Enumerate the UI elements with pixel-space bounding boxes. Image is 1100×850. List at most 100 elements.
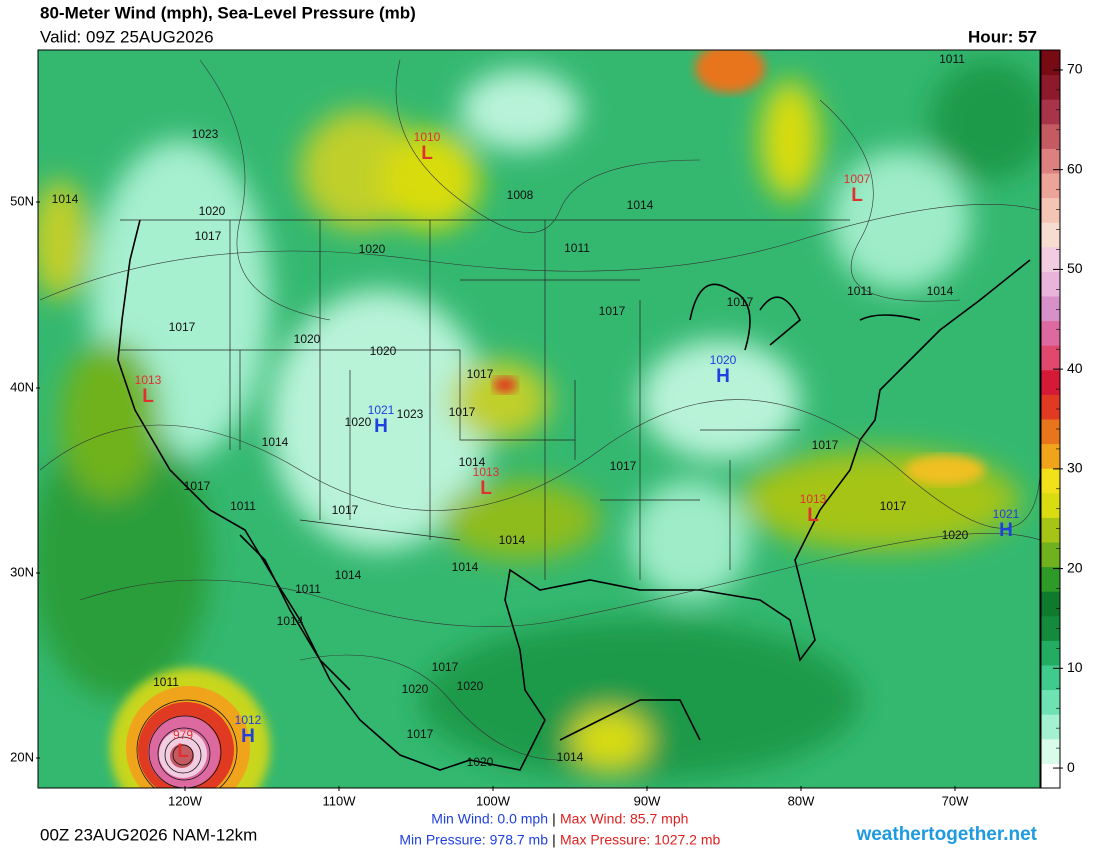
colorbar-tick-label: 30 xyxy=(1067,460,1083,476)
isobar-label: 1014 xyxy=(335,568,362,582)
pressure-center-value: 1012 xyxy=(235,713,262,727)
isobar-label: 1020 xyxy=(402,682,429,696)
colorbar-band xyxy=(1041,271,1060,297)
isobar-label: 1011 xyxy=(230,499,256,513)
pressure-center-letter: H xyxy=(716,366,730,387)
lon-label: 90W xyxy=(634,793,661,808)
lon-label: 110W xyxy=(323,793,357,808)
isobar-label: 1020 xyxy=(345,415,372,429)
colorbar-tick-label: 60 xyxy=(1067,160,1083,176)
isobar-label: 1014 xyxy=(277,614,304,628)
isobar-label: 1017 xyxy=(467,367,494,381)
pressure-center-value: 1021 xyxy=(993,507,1020,521)
lat-label: 40N xyxy=(10,379,34,394)
colorbar-frame xyxy=(1040,49,1061,789)
isobar-label: 1017 xyxy=(432,660,459,674)
isobar-label: 1017 xyxy=(184,479,211,493)
lon-label: 100W xyxy=(476,793,511,808)
max-wind: Max Wind: 85.7 mph xyxy=(560,811,688,827)
colorbar-band xyxy=(1041,148,1060,174)
isobar-label: 1017 xyxy=(449,405,476,419)
pressure-center-letter: H xyxy=(241,726,255,747)
colorbar-band xyxy=(1041,345,1060,371)
colorbar-tick-label: 50 xyxy=(1067,260,1083,276)
lon-label: 70W xyxy=(942,793,969,808)
colorbar-band xyxy=(1041,689,1060,715)
colorbar-band xyxy=(1041,320,1060,346)
isobar-label: 1014 xyxy=(927,284,954,298)
colorbar-band xyxy=(1041,640,1060,666)
isobar-label: 1014 xyxy=(452,560,479,574)
min-wind: Min Wind: 0.0 mph xyxy=(431,811,548,827)
colorbar-band xyxy=(1041,74,1060,100)
map-frame xyxy=(37,49,1041,789)
isobars xyxy=(39,59,1040,761)
isobar-label: 1017 xyxy=(880,499,907,513)
pressure-center-letter: H xyxy=(374,416,388,437)
isobar-label: 1020 xyxy=(457,679,484,693)
coastlines xyxy=(117,219,1031,771)
colorbar-band xyxy=(1041,173,1060,199)
isobar-label: 1014 xyxy=(557,750,584,764)
isobar-label: 1020 xyxy=(294,332,321,346)
pressure-center-letter: L xyxy=(480,478,492,499)
site-name: weathertogether.net xyxy=(855,824,1037,845)
pressure-center-letter: L xyxy=(142,386,154,407)
isobar-label: 1014 xyxy=(627,198,654,212)
pressure-center-value: 1013 xyxy=(800,492,827,506)
colorbar-band xyxy=(1041,369,1060,395)
colorbar-tick-label: 10 xyxy=(1067,659,1083,675)
colorbar-band xyxy=(1041,394,1060,420)
colorbar-band xyxy=(1041,50,1060,76)
colorbar-band xyxy=(1041,591,1060,617)
isobar-label: 1017 xyxy=(407,727,434,741)
isobar-label: 1017 xyxy=(812,438,839,452)
colorbar-band xyxy=(1041,419,1060,445)
isobar-label: 1020 xyxy=(199,204,226,218)
isobar-label: 1020 xyxy=(942,528,969,542)
lat-label: 30N xyxy=(10,564,34,579)
pressure-center-value: 1021 xyxy=(368,403,395,417)
borders xyxy=(120,219,850,580)
colorbar-band xyxy=(1041,99,1060,125)
isobar-label: 1011 xyxy=(847,284,873,298)
colorbar-band xyxy=(1041,542,1060,568)
forecast-hour: Hour: 57 xyxy=(968,27,1037,46)
pressure-center-letter: H xyxy=(999,520,1013,541)
isobar-label: 1011 xyxy=(153,675,179,689)
map-field xyxy=(38,50,1040,788)
pressure-center-value: 1013 xyxy=(473,465,500,479)
isobar-label: 1014 xyxy=(459,455,486,469)
colorbar-band xyxy=(1041,665,1060,691)
colorbar-band xyxy=(1041,468,1060,494)
colorbar-band xyxy=(1041,296,1060,322)
pressure-center-value: 1020 xyxy=(710,353,737,367)
isobar-label: 1023 xyxy=(192,127,219,141)
pressure-center-value: 1010 xyxy=(414,130,441,144)
isobar-label: 1020 xyxy=(370,344,397,358)
isobar-label: 1017 xyxy=(599,304,626,318)
pressure-center-letter: L xyxy=(807,505,819,526)
lon-label: 120W xyxy=(168,793,203,808)
lon-label: 80W xyxy=(788,793,815,808)
isobar-label: 1020 xyxy=(467,755,494,769)
isobar-label: 1014 xyxy=(262,435,289,449)
colorbar-band xyxy=(1041,222,1060,248)
lat-label: 20N xyxy=(10,749,34,764)
colorbar-band xyxy=(1041,615,1060,641)
colorbar-band xyxy=(1041,123,1060,149)
colorbar-band xyxy=(1041,197,1060,223)
isobar-label: 1020 xyxy=(359,242,386,256)
colorbar-tick-label: 20 xyxy=(1067,559,1083,575)
pressure-center-letter: L xyxy=(421,143,433,164)
min-pressure: Min Pressure: 978.7 mb xyxy=(399,832,548,848)
isobar-label: 1017 xyxy=(610,459,637,473)
model-run: 00Z 23AUG2026 NAM-12km xyxy=(40,825,257,844)
max-pressure: Max Pressure: 1027.2 mb xyxy=(560,832,721,848)
isobar-label: 1017 xyxy=(195,229,222,243)
isobar-label: 1023 xyxy=(397,407,424,421)
isobar-label: 1014 xyxy=(499,533,526,547)
colorbar-band xyxy=(1041,763,1060,789)
pressure-center-value: 1013 xyxy=(135,373,162,387)
